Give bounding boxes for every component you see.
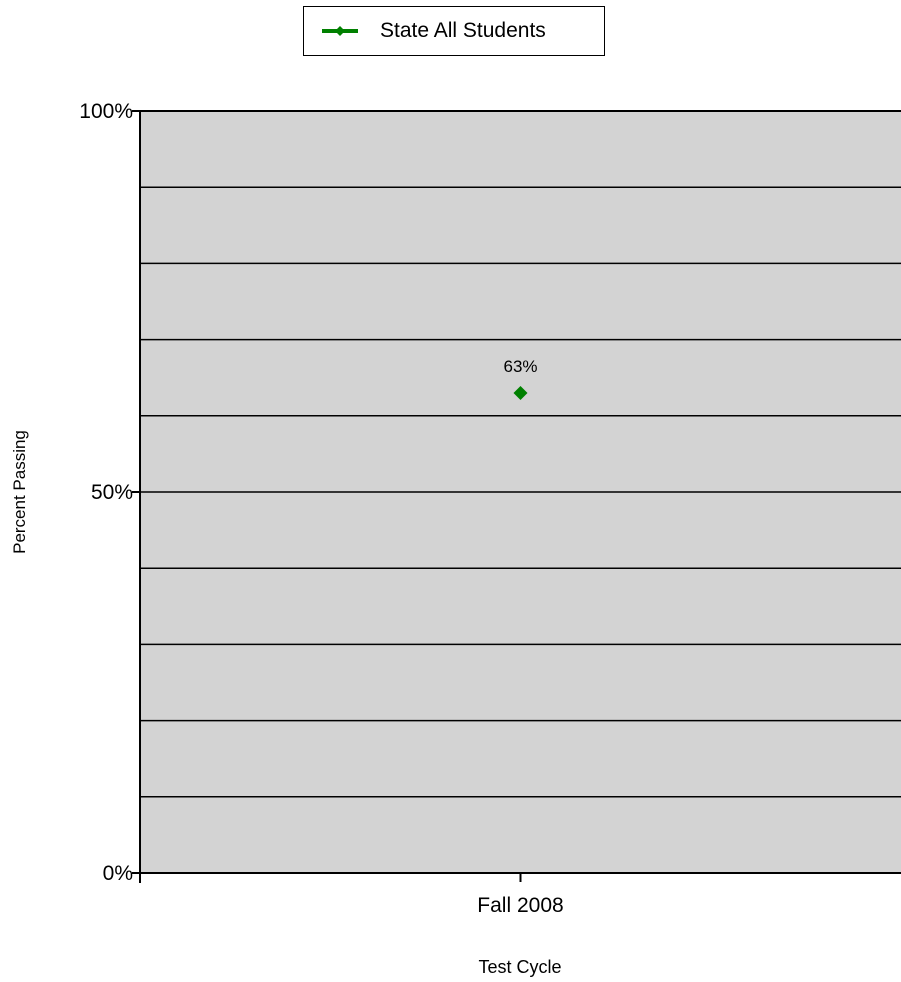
y-axis-title: Percent Passing — [10, 430, 29, 554]
data-label: 63% — [503, 357, 537, 376]
x-axis-title: Test Cycle — [478, 957, 562, 977]
legend-swatch-icon — [322, 26, 358, 36]
y-tick-label: 0% — [103, 862, 133, 885]
data-point-marker — [513, 385, 528, 400]
y-tick-label: 50% — [91, 481, 133, 504]
y-tick-label: 100% — [79, 100, 133, 123]
x-tick-label: Fall 2008 — [477, 894, 563, 917]
legend-label: State All Students — [380, 19, 546, 42]
legend: State All Students — [303, 6, 605, 56]
